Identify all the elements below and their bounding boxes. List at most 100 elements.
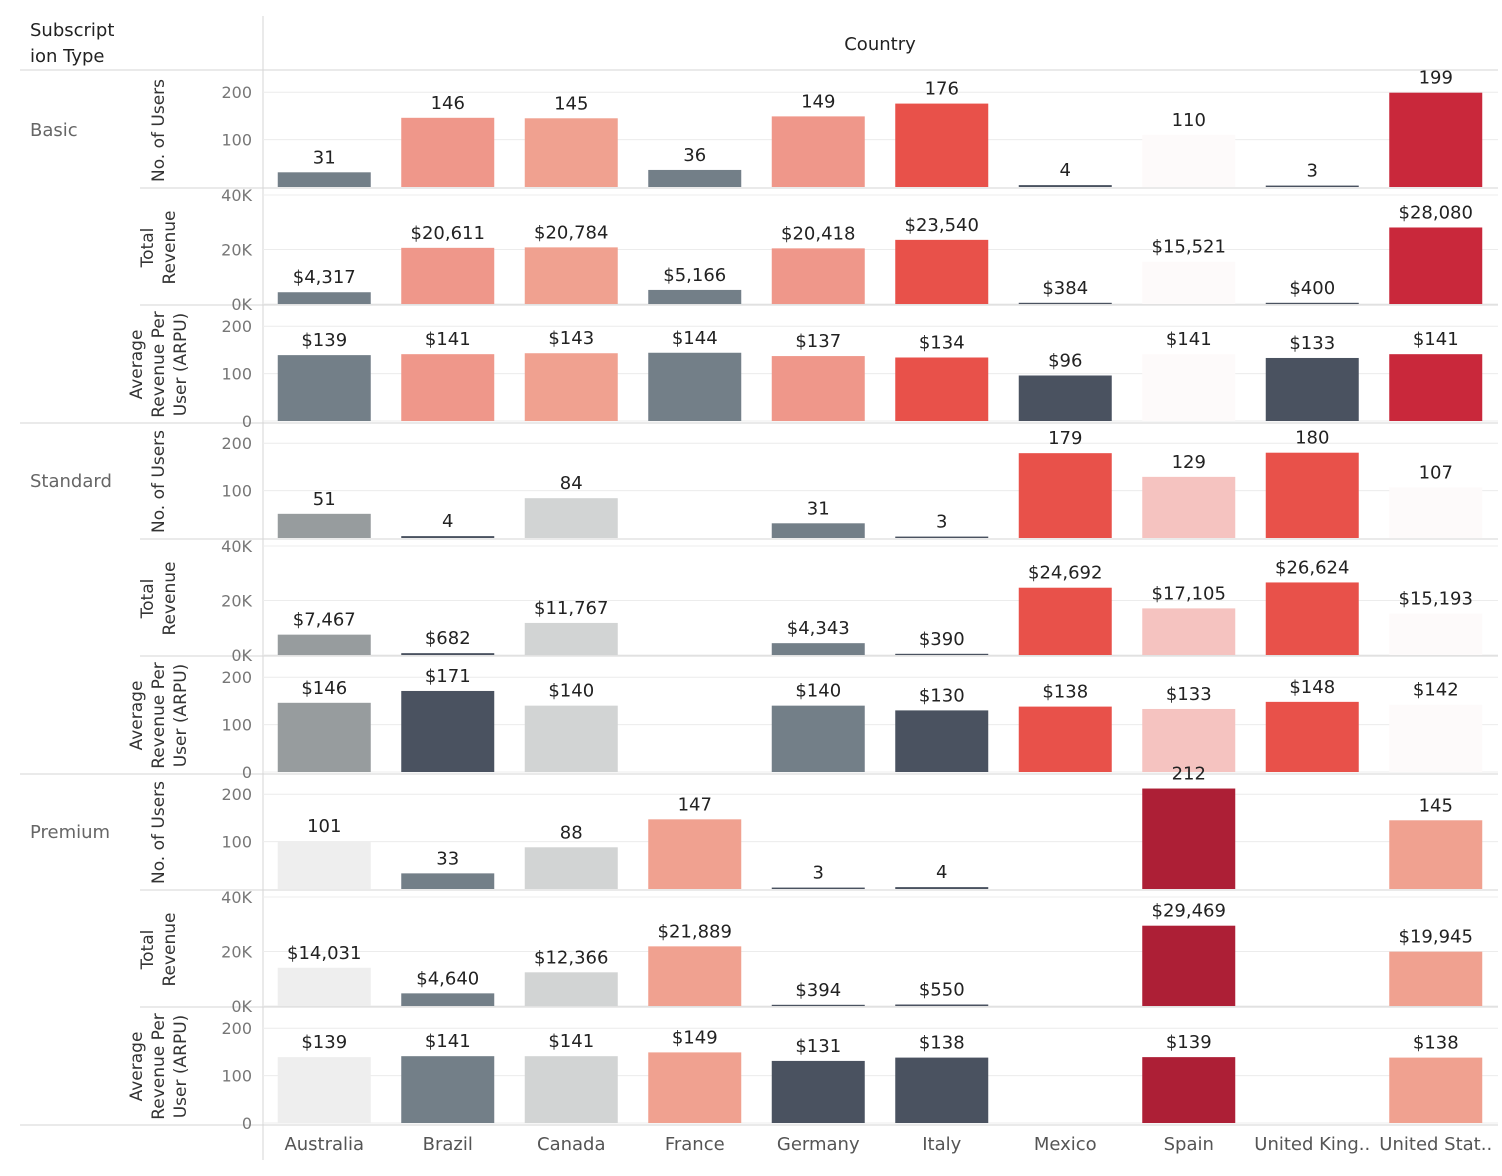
data-label: $140: [795, 681, 841, 702]
data-label: $15,193: [1399, 589, 1473, 610]
bar-premium-revenue-canada: [524, 972, 618, 1006]
bar-standard-revenue-germany: [771, 643, 865, 655]
data-label: $138: [1042, 682, 1088, 703]
data-label: $11,767: [534, 598, 608, 619]
y-axis-title-arpu: Average Revenue Per User (ARPU): [127, 662, 191, 769]
bar-basic-arpu-brazil: [401, 354, 495, 421]
bar-standard-users-brazil: [401, 536, 495, 538]
data-label: $131: [795, 1036, 841, 1057]
data-label: $141: [425, 329, 471, 350]
bar-basic-arpu-spain: [1142, 354, 1236, 421]
data-label: $23,540: [905, 215, 979, 236]
chart-pane: Basic 100 200 No. of Users 31 146 145 36 149 176 4…: [20, 68, 1498, 1155]
segment-label-premium: Premium: [30, 822, 110, 843]
x-tick-label-italy: Italy: [922, 1134, 961, 1155]
bar-basic-revenue-australia: [277, 292, 371, 304]
bar-standard-users-mexico: [1018, 453, 1112, 538]
data-label: $139: [301, 330, 347, 351]
data-label: $20,611: [411, 223, 485, 244]
bar-standard-users-australia: [277, 513, 371, 538]
y-tick-label: 0K: [231, 997, 252, 1016]
data-label: 4: [1060, 160, 1071, 181]
data-label: $4,640: [416, 968, 479, 989]
x-tick-label-mexico: Mexico: [1034, 1134, 1097, 1155]
bar-basic-revenue-germany: [771, 248, 865, 304]
data-label: $171: [425, 666, 471, 687]
y-tick-label: 100: [221, 1067, 252, 1086]
data-label: 107: [1419, 462, 1453, 483]
bar-premium-revenue-australia: [277, 967, 371, 1006]
bar-premium-revenue-spain: [1142, 925, 1236, 1006]
bar-basic-arpu-canada: [524, 353, 618, 421]
bar-basic-revenue-mexico: [1018, 302, 1112, 304]
bar-basic-arpu-mexico: [1018, 375, 1112, 421]
data-label: $394: [795, 980, 841, 1001]
segment-label-standard: Standard: [30, 471, 112, 492]
bar-premium-arpu-canada: [524, 1056, 618, 1123]
bar-standard-revenue-mexico: [1018, 587, 1112, 655]
y-tick-label: 200: [221, 83, 252, 102]
bar-basic-users-canada: [524, 118, 618, 187]
data-label: $138: [1413, 1033, 1459, 1054]
data-label: $24,692: [1028, 563, 1102, 584]
data-label: 212: [1172, 764, 1206, 785]
bar-basic-arpu-united-king: [1265, 357, 1359, 421]
data-label: 51: [313, 489, 336, 510]
bar-premium-arpu-italy: [895, 1057, 989, 1123]
y-tick-label: 200: [221, 668, 252, 687]
bar-basic-revenue-brazil: [401, 247, 495, 304]
bar-basic-users-united-king: [1265, 185, 1359, 187]
data-label: $29,469: [1152, 901, 1226, 922]
data-label: 149: [801, 91, 835, 112]
data-label: $130: [919, 685, 965, 706]
data-label: $146: [301, 678, 347, 699]
bar-basic-users-france: [648, 169, 742, 187]
y-tick-label: 40K: [221, 537, 252, 556]
bar-premium-arpu-australia: [277, 1057, 371, 1123]
bar-basic-users-mexico: [1018, 185, 1112, 187]
data-label: $133: [1289, 333, 1335, 354]
data-label: $400: [1289, 278, 1335, 299]
bar-premium-revenue-brazil: [401, 993, 495, 1006]
data-label: $4,343: [787, 618, 850, 639]
y-tick-label: 20K: [221, 241, 252, 260]
data-label: 4: [442, 511, 453, 532]
bar-basic-arpu-france: [648, 352, 742, 421]
data-label: 179: [1048, 428, 1082, 449]
bar-standard-revenue-brazil: [401, 653, 495, 655]
data-label: $148: [1289, 677, 1335, 698]
data-label: $17,105: [1152, 583, 1226, 604]
bar-standard-arpu-brazil: [401, 690, 495, 772]
bar-premium-revenue-france: [648, 946, 742, 1006]
bar-basic-users-united-stat: [1389, 92, 1483, 187]
data-label: 33: [436, 848, 459, 869]
bar-basic-users-spain: [1142, 134, 1236, 187]
bar-basic-revenue-united-stat: [1389, 227, 1483, 304]
bar-standard-revenue-italy: [895, 653, 989, 655]
data-label: 3: [936, 512, 947, 533]
bar-standard-users-united-stat: [1389, 487, 1483, 538]
data-label: $141: [1166, 329, 1212, 350]
data-label: $5,166: [663, 265, 726, 286]
y-tick-label: 0: [242, 1114, 252, 1133]
data-label: $14,031: [287, 943, 361, 964]
data-label: $143: [548, 328, 594, 349]
x-tick-label-germany: Germany: [777, 1134, 860, 1155]
segment-label-basic: Basic: [30, 120, 78, 141]
y-tick-label: 20K: [221, 592, 252, 611]
y-tick-label: 40K: [221, 186, 252, 205]
y-axis-title-users: No. of Users: [149, 430, 169, 533]
x-tick-label-brazil: Brazil: [423, 1134, 473, 1155]
bar-basic-revenue-canada: [524, 247, 618, 304]
data-label: $133: [1166, 684, 1212, 705]
data-label: $141: [425, 1031, 471, 1052]
data-label: $7,467: [293, 610, 356, 631]
data-label: 84: [560, 473, 583, 494]
data-label: 146: [431, 93, 465, 114]
bar-standard-revenue-australia: [277, 634, 371, 655]
y-axis-title-revenue: Total Revenue: [138, 561, 180, 635]
x-tick-label-spain: Spain: [1164, 1134, 1214, 1155]
y-axis-title-arpu: Average Revenue Per User (ARPU): [127, 311, 191, 418]
data-label: $20,784: [534, 222, 608, 243]
